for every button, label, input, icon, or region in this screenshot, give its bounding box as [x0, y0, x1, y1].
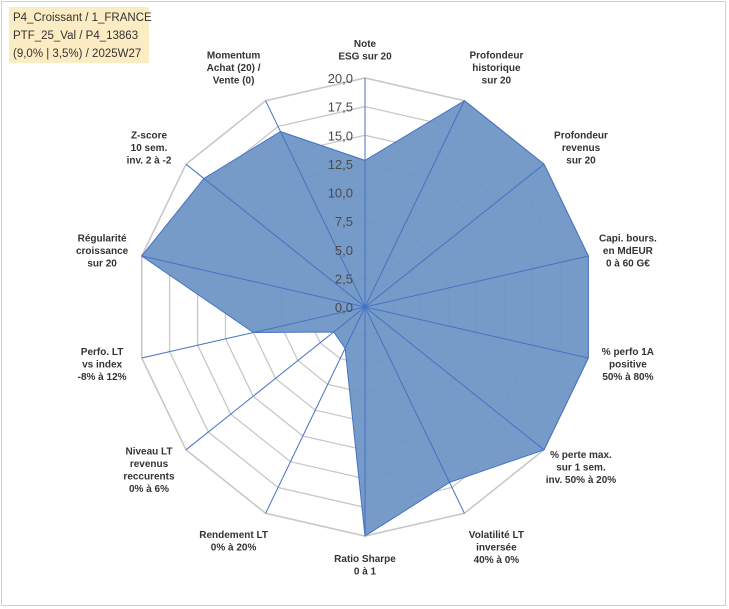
spoke-layer: [141, 78, 589, 536]
axis-label-line: croissance: [76, 246, 129, 257]
axis-label-line: 0% à 6%: [129, 484, 169, 495]
axis-label-line: % perte max.: [550, 450, 612, 461]
axis-label-layer: Note ESG sur 20 Profondeur historique sur 20…: [76, 39, 657, 578]
axis-label-line: sur 20: [87, 258, 117, 269]
axis-spoke: [141, 255, 366, 308]
axis-label-line: Profondeur: [469, 51, 523, 62]
axis-label-line: inversée: [476, 542, 517, 553]
axis-label-line: -8% à 12%: [78, 372, 127, 383]
axis-label-line: 0 à 60 G€: [606, 258, 650, 269]
axis-label: Profondeur revenus sur 20: [554, 131, 608, 167]
axis-label: Niveau LT revenus reccurents 0% à 6%: [123, 446, 175, 495]
tick-label: 5,0: [335, 243, 353, 258]
axis-label-line: 50% à 80%: [602, 372, 653, 383]
portfolio-info-box: P4_Croissant / 1_FRANCE PTF_25_Val / P4_…: [9, 7, 152, 63]
axis-label-line: ESG sur 20: [338, 52, 392, 63]
axis-label-line: Volatilité LT: [469, 530, 524, 541]
axis-label-line: vs index: [82, 360, 122, 371]
axis-label-line: sur 20: [482, 76, 512, 87]
axis-spoke: [364, 306, 545, 451]
axis-label-line: sur 20: [566, 156, 596, 167]
info-line-1: P4_Croissant / 1_FRANCE: [13, 12, 152, 24]
info-line-2: PTF_25_Val / P4_13863: [13, 30, 139, 42]
tick-label: 10,0: [328, 186, 353, 201]
axis-label-line: en MdEUR: [603, 246, 654, 257]
axis-spoke: [141, 306, 366, 359]
axis-label-line: positive: [609, 360, 647, 371]
info-line-3: (9,0% | 3,5%) / 2025W27: [13, 48, 142, 60]
axis-label: Régularité croissance sur 20: [76, 233, 129, 269]
tick-label: 2,5: [335, 271, 353, 286]
axis-label-line: Momentum: [207, 51, 260, 62]
axis-label-line: Niveau LT: [125, 446, 172, 457]
axis-label: % perfo 1A positive 50% à 80%: [602, 347, 654, 383]
axis-spoke: [364, 306, 589, 359]
axis-spoke: [364, 100, 465, 308]
axis-label: Rendement LT 0% à 20%: [199, 530, 268, 554]
axis-label-line: Vente (0): [213, 76, 255, 87]
axis-label-line: 0 à 1: [354, 567, 377, 578]
axis-label-line: 40% à 0%: [474, 555, 520, 566]
tick-label: 20,0: [328, 71, 353, 86]
axis-spoke: [185, 306, 366, 451]
tick-label: 0,0: [335, 300, 353, 315]
axis-label: Z-score 10 sem. inv. 2 à -2: [127, 131, 172, 167]
axis-label-line: Capi. bours.: [599, 233, 657, 244]
axis-label-line: Rendement LT: [199, 530, 268, 541]
tick-layer: 0,0 2,5 5,0 7,5 10,0 12,5 15,0 17,5 20,0: [328, 71, 353, 315]
axis-spoke: [185, 163, 366, 308]
axis-spoke: [364, 255, 589, 308]
axis-label: Note ESG sur 20: [338, 39, 392, 63]
axis-label-line: Profondeur: [554, 131, 608, 142]
axis-label: Perfo. LT vs index -8% à 12%: [78, 347, 127, 383]
axis-label: Ratio Sharpe 0 à 1: [334, 554, 396, 578]
axis-label-line: 10 sem.: [131, 143, 168, 154]
tick-label: 7,5: [335, 214, 353, 229]
axis-label: Momentum Achat (20) / Vente (0): [207, 51, 261, 87]
axis-label-line: inv. 2 à -2: [127, 156, 172, 167]
axis-spoke: [265, 306, 366, 514]
tick-label: 15,0: [328, 128, 353, 143]
axis-label-line: inv. 50% à 20%: [546, 475, 617, 486]
axis-label-line: Z-score: [131, 131, 168, 142]
axis-label-line: revenus: [562, 143, 601, 154]
axis-label: Profondeur historique sur 20: [469, 51, 523, 87]
axis-label-line: Note: [354, 39, 377, 50]
axis-label-line: Achat (20) /: [207, 63, 261, 74]
axis-label: Capi. bours. en MdEUR 0 à 60 G€: [599, 233, 657, 269]
axis-spoke: [265, 100, 366, 308]
tick-label: 17,5: [328, 100, 353, 115]
axis-label-line: sur 1 sem.: [556, 462, 606, 473]
axis-label-line: Régularité: [78, 233, 127, 244]
axis-label-line: historique: [472, 63, 521, 74]
axis-spoke: [364, 306, 465, 514]
axis-label: % perte max. sur 1 sem. inv. 50% à 20%: [546, 450, 617, 486]
axis-label-line: % perfo 1A: [602, 347, 654, 358]
axis-label-line: Perfo. LT: [81, 347, 124, 358]
axis-label: Volatilité LT inversée 40% à 0%: [469, 530, 524, 566]
tick-label: 12,5: [328, 157, 353, 172]
axis-spoke: [364, 163, 545, 308]
axis-label-line: 0% à 20%: [211, 542, 257, 553]
axis-label-line: revenus: [130, 459, 169, 470]
axis-label-line: reccurents: [123, 471, 175, 482]
axis-label-line: Ratio Sharpe: [334, 554, 396, 565]
